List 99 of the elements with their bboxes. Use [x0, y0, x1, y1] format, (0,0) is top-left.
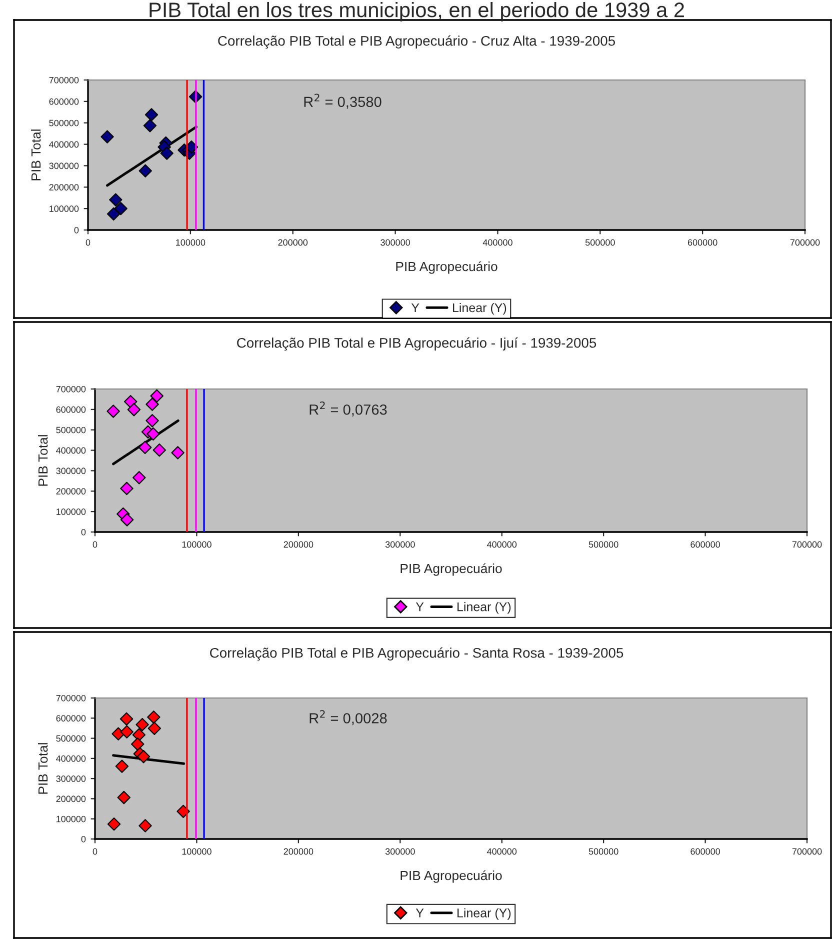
y-axis-title: PIB Total — [30, 130, 41, 180]
point — [138, 440, 152, 454]
point — [147, 710, 160, 724]
x-tick-label: 500000 — [588, 848, 618, 855]
point — [114, 202, 128, 216]
x-tick-label: 100000 — [182, 848, 212, 855]
y-tick-label: 500000 — [56, 426, 86, 434]
point — [148, 722, 162, 736]
legend-label: Y — [416, 602, 424, 612]
x-tick-label: 700000 — [790, 239, 820, 246]
legend-label: Y — [411, 303, 420, 312]
x-tick-label: 300000 — [380, 239, 410, 246]
y-tick-label: 0 — [81, 836, 86, 842]
x-tick-label: 400000 — [487, 848, 517, 855]
point — [131, 738, 144, 751]
y-tick-label: 600000 — [49, 98, 79, 105]
y-tick-label: 400000 — [56, 447, 86, 454]
y-tick-label: 200000 — [56, 796, 86, 802]
y-tick-label: 400000 — [56, 755, 86, 762]
point — [120, 725, 134, 738]
x-tick-label: 500000 — [585, 239, 615, 246]
annotation: R$^{2}$ = 0,0763 — [310, 401, 387, 416]
annotation: R$^{2}$ = 0,3580 — [304, 94, 382, 109]
x-tick-label: 200000 — [284, 541, 314, 548]
point — [144, 108, 158, 122]
y-tick-label: 200000 — [56, 488, 86, 495]
point — [107, 207, 120, 221]
x-tick-label: 400000 — [487, 541, 517, 548]
legend-label: Linear (Y) — [453, 303, 506, 315]
point — [146, 414, 159, 428]
y-axis-title: PIB Total — [38, 743, 48, 794]
y-tick-label: 700000 — [56, 386, 86, 392]
point — [127, 403, 141, 416]
point — [138, 819, 152, 832]
legend-label: Y — [416, 908, 424, 918]
x-tick-label: 300000 — [385, 848, 415, 855]
x-tick-label: 0 — [92, 848, 98, 855]
point — [117, 790, 130, 804]
x-tick-label: 100000 — [176, 239, 206, 246]
y-tick-label: 700000 — [49, 76, 79, 84]
point — [146, 427, 160, 441]
point — [132, 728, 146, 742]
y-tick-label: 500000 — [49, 120, 79, 126]
x-tick-label: 0 — [86, 239, 90, 246]
chart-title: Correlação PIB Total e PIB Agropecuário - Cruz Alta - 1939-2005 — [218, 35, 615, 49]
point — [150, 389, 164, 403]
y-tick-label: 300000 — [56, 776, 86, 782]
x-axis-title: PIB Agropecuário — [396, 261, 498, 274]
chart-title: Correlação PIB Total e PIB Agropecuário - Santa Rosa - 1939-2005 — [210, 647, 624, 661]
x-tick-label: 600000 — [690, 541, 720, 548]
point — [138, 164, 152, 178]
y-tick-label: 300000 — [56, 468, 86, 474]
point — [146, 398, 159, 411]
point — [171, 446, 184, 460]
x-tick-label: 700000 — [792, 541, 822, 548]
annotation: R$^{2}$ = 0,0028 — [310, 710, 387, 726]
point — [132, 471, 146, 484]
x-tick-label: 600000 — [688, 239, 718, 246]
y-tick-label: 300000 — [49, 162, 79, 170]
chart-title: Correlação PIB Total e PIB Agropecuário - Ijuí - 1939-2005 — [237, 337, 596, 351]
x-tick-label: 200000 — [284, 848, 314, 855]
x-tick-label: 400000 — [482, 239, 512, 246]
x-tick-label: 200000 — [278, 239, 308, 246]
legend-label: Linear (Y) — [458, 908, 511, 920]
point — [160, 146, 174, 160]
y-tick-label: 600000 — [56, 406, 86, 413]
point — [100, 130, 114, 144]
x-tick-label: 300000 — [385, 541, 415, 548]
point — [107, 817, 121, 831]
y-tick-label: 500000 — [56, 735, 86, 742]
point — [109, 193, 122, 206]
x-axis-title: PIB Agropecuário — [400, 870, 502, 883]
point — [115, 760, 129, 773]
point — [136, 750, 150, 764]
y-tick-label: 600000 — [56, 715, 86, 722]
y-tick-label: 400000 — [49, 141, 79, 148]
x-axis-title: PIB Agropecuário — [400, 563, 502, 576]
point — [143, 119, 157, 132]
y-tick-label: 100000 — [56, 508, 86, 515]
point — [120, 712, 134, 726]
y-tick-label: 100000 — [56, 816, 86, 822]
point — [120, 482, 134, 496]
y-tick-label: 700000 — [56, 694, 86, 702]
y-tick-label: 200000 — [49, 184, 79, 191]
point — [152, 443, 166, 457]
x-tick-label: 600000 — [690, 848, 720, 855]
point — [136, 718, 149, 732]
y-tick-label: 0 — [74, 226, 79, 234]
y-axis-title: PIB Total — [38, 435, 48, 486]
legend-label: Linear (Y) — [458, 602, 511, 614]
x-tick-label: 700000 — [792, 848, 822, 855]
y-tick-label: 100000 — [50, 206, 79, 212]
point — [106, 404, 120, 418]
point — [120, 513, 134, 526]
x-tick-label: 500000 — [588, 541, 618, 548]
x-tick-label: 0 — [92, 541, 98, 548]
y-tick-label: 0 — [81, 528, 86, 536]
x-tick-label: 100000 — [182, 541, 212, 548]
text: PIB Total en los tres municipios, en el periodo de 1939 a 2 — [150, 2, 684, 22]
